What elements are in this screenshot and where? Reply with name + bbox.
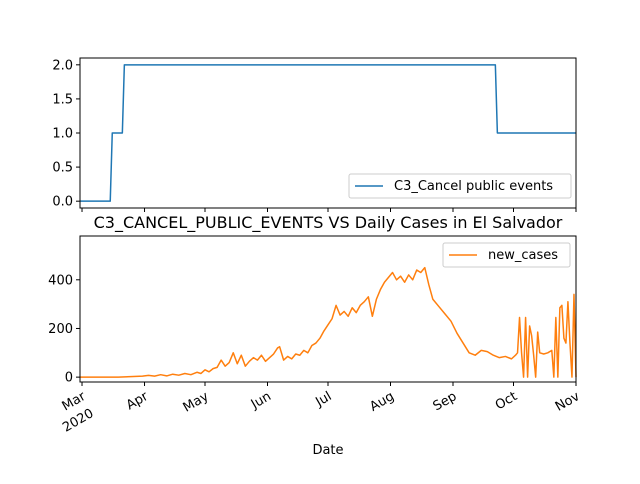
bottom-ytick-label-2: 400 — [48, 273, 73, 288]
top-ytick-label-3: 1.5 — [52, 92, 73, 107]
bottom-ytick-label-1: 200 — [48, 322, 73, 337]
bottom-chart: C3_CANCEL_PUBLIC_EVENTS VS Daily Cases i… — [48, 213, 582, 458]
xtick-label-6: Sep — [431, 389, 460, 414]
bottom-legend-label: new_cases — [488, 248, 558, 263]
top-ytick-label-2: 1.0 — [52, 127, 73, 142]
top-ytick-label-0: 0.0 — [52, 195, 73, 210]
top-chart-legend: C3_Cancel public events — [348, 173, 572, 199]
x-axis-label: Date — [312, 443, 343, 458]
bottom-series-line-0 — [80, 266, 577, 378]
xtick-label-7: Oct — [493, 389, 520, 413]
top-ytick-label-4: 2.0 — [52, 58, 73, 73]
top-chart: 0.0 0.5 1.0 1.5 2.0 C3_Cancel public events — [52, 57, 577, 212]
xtick-label-8: Nov — [553, 389, 583, 415]
top-legend-label: C3_Cancel public events — [394, 179, 553, 194]
bottom-chart-legend-box — [442, 242, 571, 268]
xtick-label-3: Jun — [248, 389, 274, 413]
top-chart-legend-box — [348, 173, 572, 199]
bottom-ytick-label-0: 0 — [65, 371, 73, 386]
top-series-line-0 — [80, 64, 576, 202]
xtick-label-5: Aug — [367, 389, 396, 415]
xtick-label-1: Apr — [124, 389, 152, 414]
top-ytick-label-1: 0.5 — [52, 161, 73, 176]
bottom-chart-legend: new_cases — [442, 242, 571, 268]
xtick-label-4: Jul — [312, 389, 334, 410]
xtick-label-2: May — [181, 389, 212, 416]
bottom-chart-title: C3_CANCEL_PUBLIC_EVENTS VS Daily Cases i… — [94, 213, 563, 233]
